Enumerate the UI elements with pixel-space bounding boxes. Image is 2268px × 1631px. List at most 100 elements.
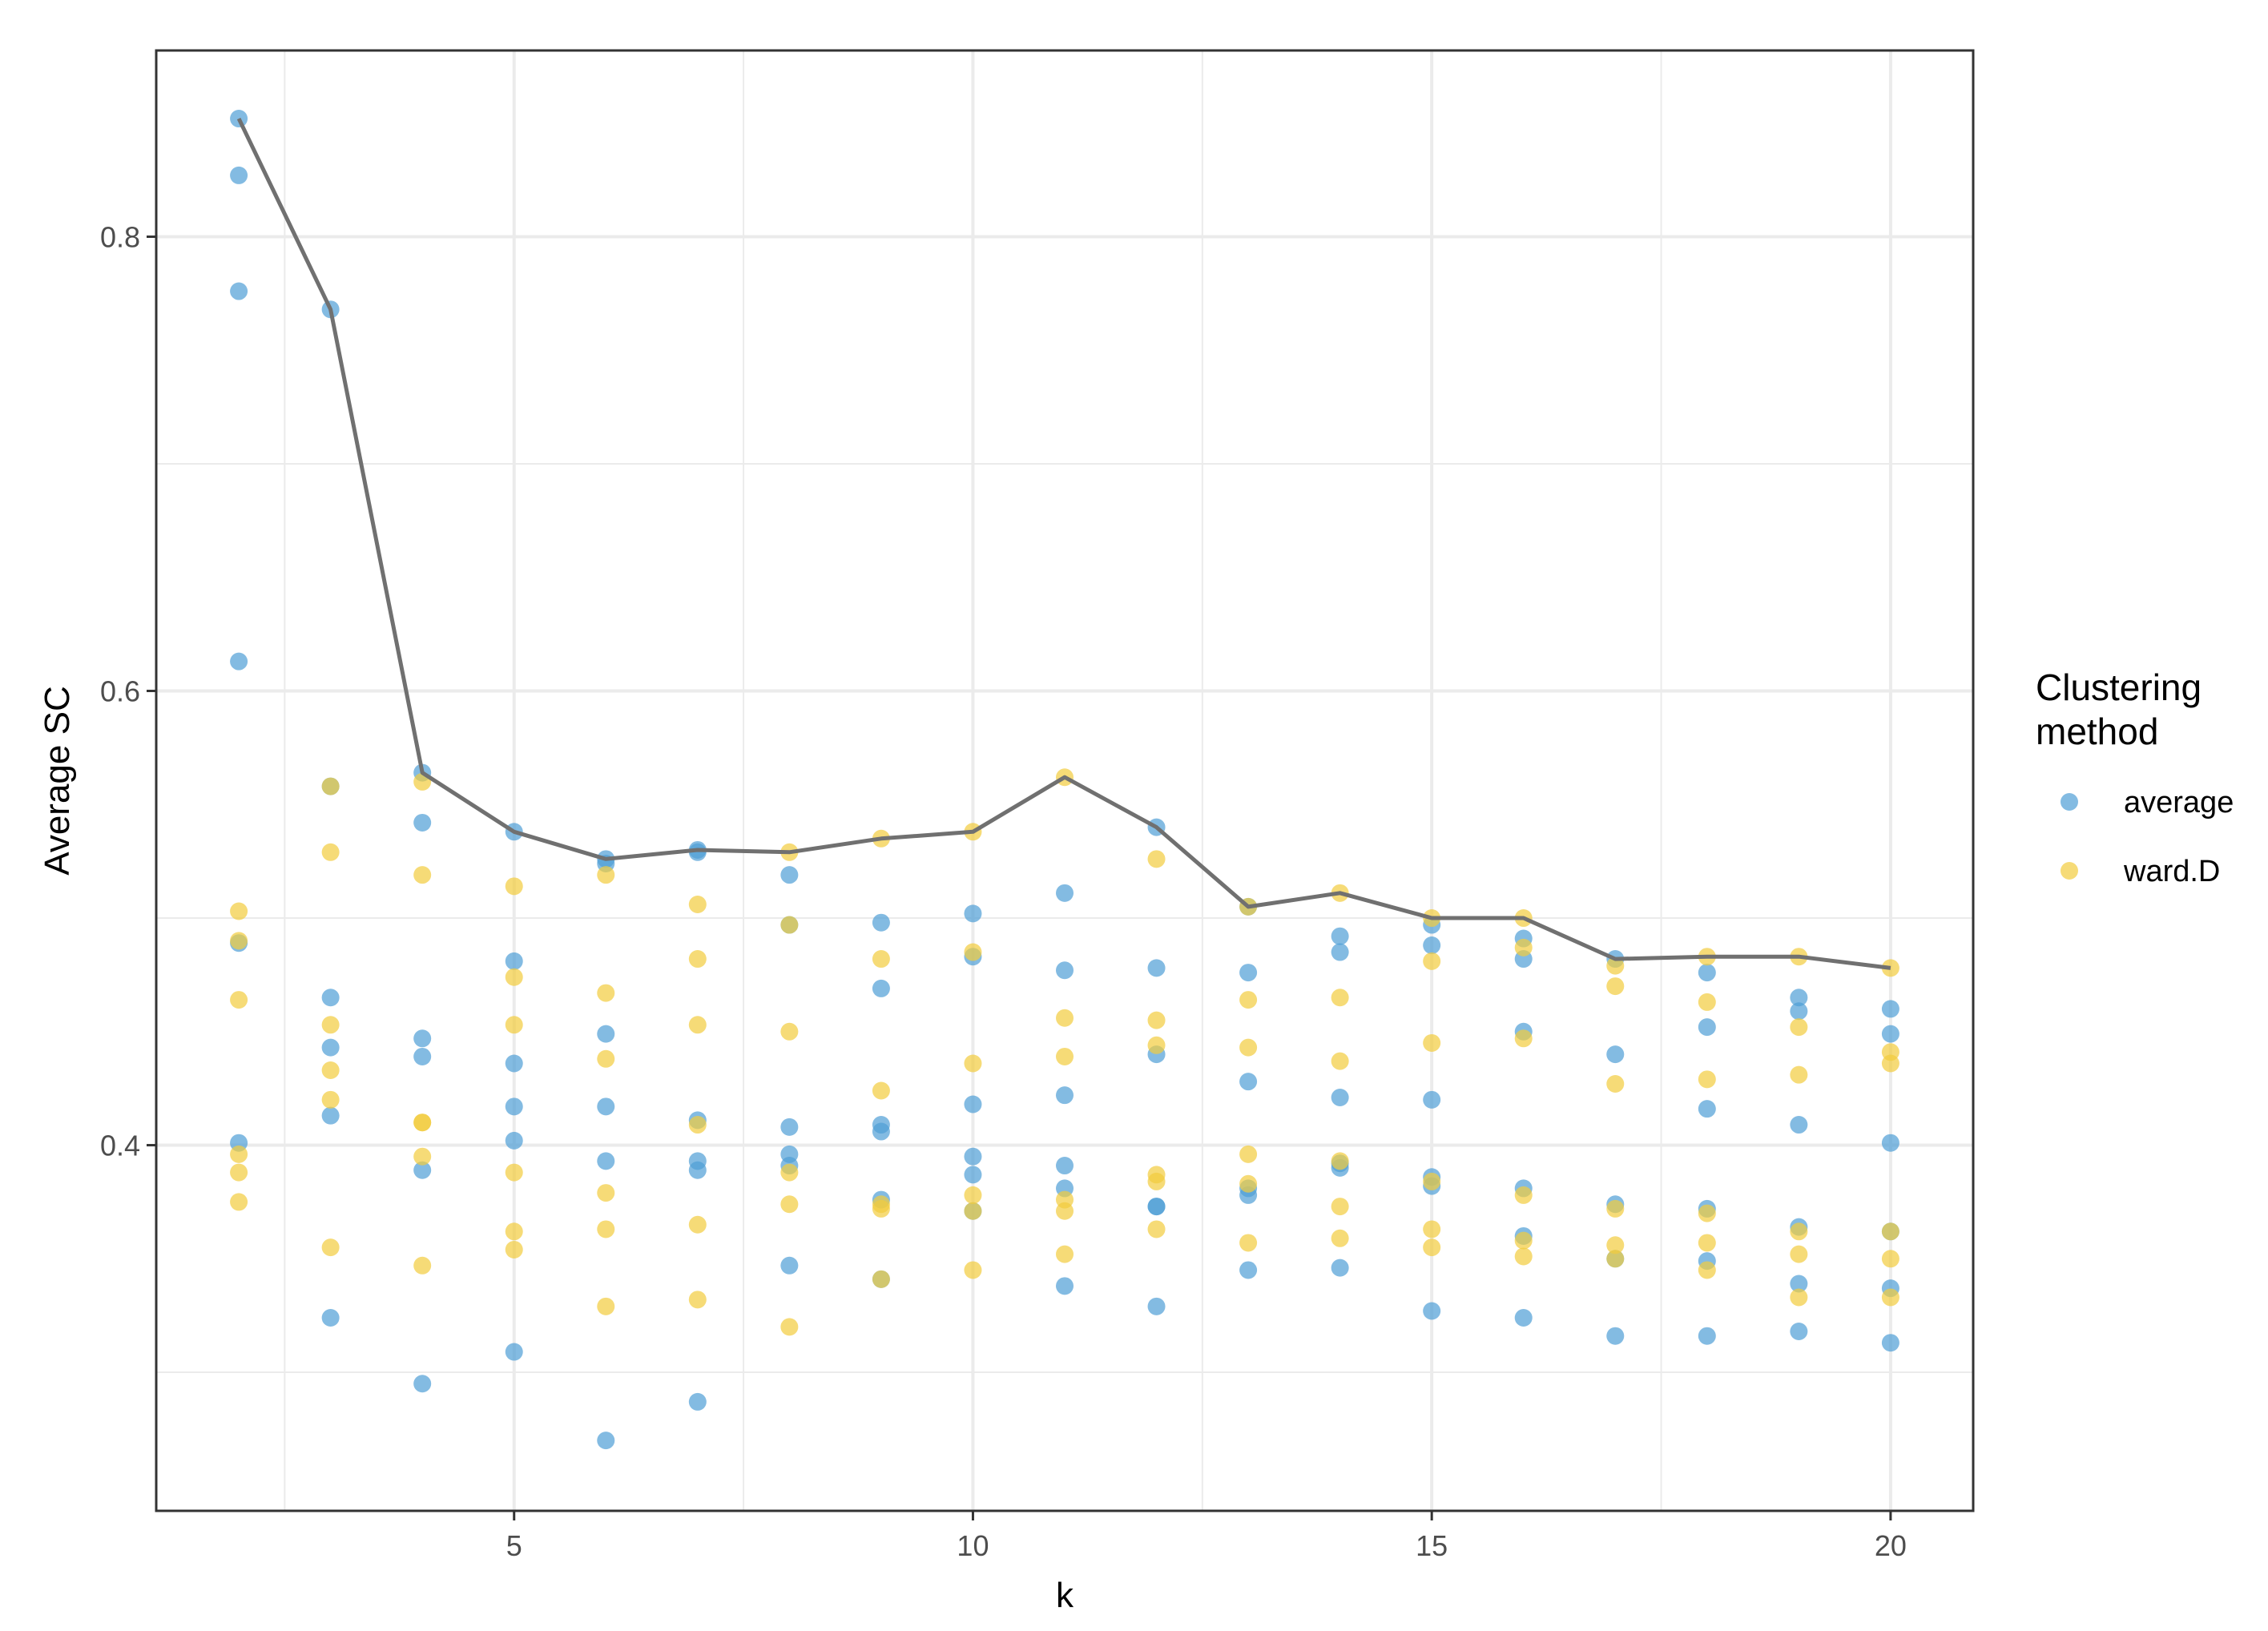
- point-ward-d: [780, 1318, 799, 1336]
- point-ward-d: [780, 1163, 799, 1182]
- point-average: [230, 652, 248, 671]
- point-ward-d: [688, 896, 707, 914]
- point-average: [1698, 964, 1716, 982]
- point-ward-d: [505, 1016, 523, 1034]
- point-average: [1606, 1045, 1625, 1064]
- point-ward-d: [1239, 1145, 1258, 1163]
- point-ward-d: [1698, 993, 1716, 1011]
- point-ward-d: [321, 843, 340, 861]
- point-ward-d: [1423, 1172, 1441, 1190]
- series-ward-d-points: [230, 768, 1899, 1336]
- legend-label-ward-d: ward.D: [2123, 855, 2220, 888]
- point-ward-d: [1147, 850, 1166, 868]
- point-average: [1147, 1297, 1166, 1315]
- point-average: [1881, 1025, 1899, 1043]
- point-ward-d: [1423, 1220, 1441, 1238]
- point-ward-d: [964, 1261, 982, 1279]
- y-tick-label: 0.8: [100, 220, 140, 253]
- point-average: [505, 1343, 523, 1361]
- point-average: [1423, 1090, 1441, 1109]
- point-ward-d: [1881, 1288, 1899, 1307]
- point-ward-d: [321, 1016, 340, 1034]
- point-average: [1790, 989, 1808, 1007]
- point-ward-d: [1239, 1234, 1258, 1252]
- point-average: [1790, 1323, 1808, 1341]
- point-average: [1881, 1000, 1899, 1018]
- point-average: [1606, 1327, 1625, 1345]
- point-ward-d: [597, 1184, 615, 1202]
- point-ward-d: [1331, 1229, 1349, 1247]
- point-ward-d: [964, 943, 982, 961]
- point-ward-d: [1147, 1172, 1166, 1190]
- point-average: [1881, 1334, 1899, 1352]
- point-ward-d: [505, 968, 523, 986]
- point-average: [597, 1025, 615, 1043]
- point-ward-d: [872, 1199, 890, 1218]
- point-average: [688, 1392, 707, 1411]
- point-average: [505, 952, 523, 970]
- point-ward-d: [1606, 956, 1625, 975]
- point-ward-d: [1514, 938, 1533, 956]
- point-ward-d: [1331, 1052, 1349, 1070]
- point-ward-d: [505, 1163, 523, 1182]
- point-ward-d: [230, 902, 248, 920]
- point-average: [1147, 1198, 1166, 1216]
- point-ward-d: [1881, 1054, 1899, 1073]
- point-ward-d: [413, 1256, 432, 1275]
- point-ward-d: [597, 1220, 615, 1238]
- point-average: [321, 989, 340, 1007]
- point-ward-d: [1790, 1065, 1808, 1084]
- point-ward-d: [780, 916, 799, 934]
- point-average: [688, 843, 707, 861]
- point-average: [1056, 884, 1074, 902]
- point-ward-d: [1606, 1250, 1625, 1268]
- x-tick-label: 10: [957, 1529, 989, 1562]
- point-average: [505, 1131, 523, 1150]
- point-ward-d: [1881, 1222, 1899, 1241]
- point-average: [872, 913, 890, 932]
- point-average: [230, 282, 248, 300]
- point-average: [1881, 1134, 1899, 1152]
- point-ward-d: [688, 1215, 707, 1234]
- point-average: [1423, 1302, 1441, 1320]
- point-ward-d: [964, 1054, 982, 1073]
- point-ward-d: [1514, 1231, 1533, 1250]
- point-ward-d: [1147, 1036, 1166, 1054]
- point-ward-d: [1698, 1204, 1716, 1222]
- point-ward-d: [1239, 1174, 1258, 1193]
- point-average: [964, 1166, 982, 1184]
- point-average: [321, 1309, 340, 1327]
- max-sc-line: [236, 118, 1891, 970]
- point-ward-d: [1698, 1070, 1716, 1089]
- point-average: [1790, 1116, 1808, 1134]
- point-average: [1698, 1327, 1716, 1345]
- point-ward-d: [1331, 1152, 1349, 1170]
- point-ward-d: [597, 1049, 615, 1068]
- point-average: [872, 979, 890, 997]
- legend-key-average: [2061, 793, 2078, 811]
- point-average: [1790, 1275, 1808, 1293]
- point-ward-d: [413, 1114, 432, 1132]
- y-tick-label: 0.6: [100, 675, 140, 708]
- minor-gridlines: [156, 50, 1973, 1511]
- point-average: [413, 1161, 432, 1179]
- point-ward-d: [321, 1090, 340, 1109]
- point-ward-d: [1606, 1074, 1625, 1093]
- point-ward-d: [597, 1297, 615, 1315]
- point-ward-d: [872, 1081, 890, 1100]
- point-average: [505, 1054, 523, 1073]
- panel-border: [155, 49, 1975, 1512]
- point-ward-d: [1606, 977, 1625, 996]
- point-average: [1331, 943, 1349, 961]
- point-average: [1698, 1018, 1716, 1037]
- point-ward-d: [1698, 1261, 1716, 1279]
- point-average: [1147, 959, 1166, 977]
- point-average: [230, 166, 248, 184]
- point-ward-d: [780, 1195, 799, 1214]
- point-ward-d: [1514, 1247, 1533, 1266]
- point-ward-d: [230, 1145, 248, 1163]
- point-ward-d: [1881, 1250, 1899, 1268]
- point-average: [321, 1038, 340, 1057]
- point-ward-d: [964, 1202, 982, 1220]
- point-ward-d: [230, 932, 248, 950]
